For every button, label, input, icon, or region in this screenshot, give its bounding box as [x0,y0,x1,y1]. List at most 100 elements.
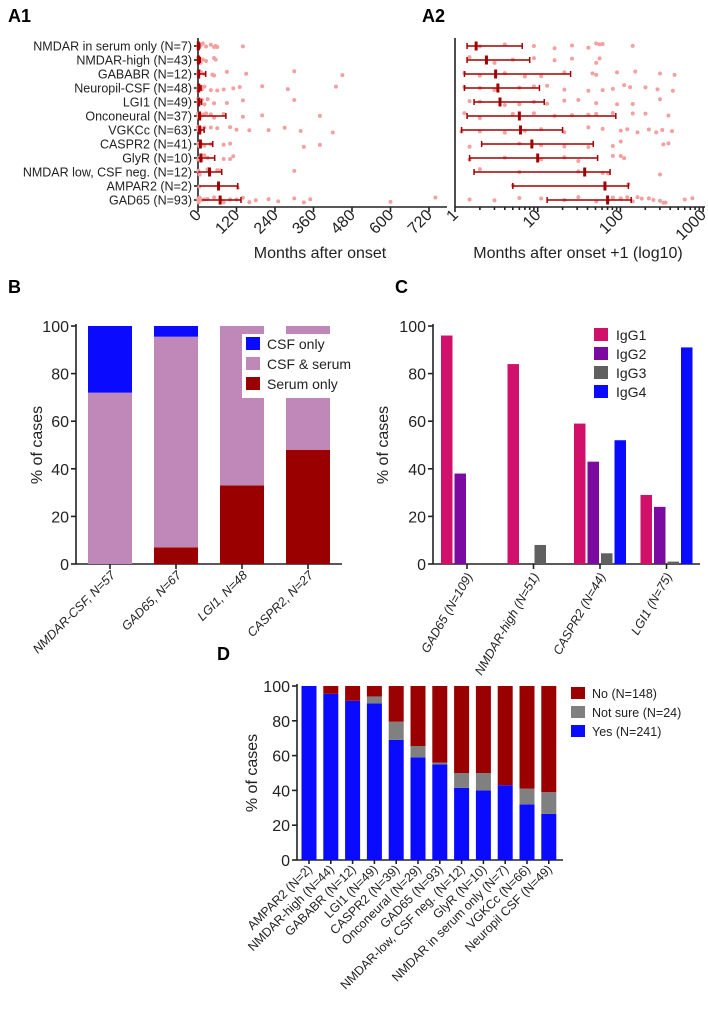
d-bar-segment [475,686,491,773]
a2-data-point [467,144,472,149]
a1-data-point [240,98,245,103]
a1-row-label: LGI1 (N=49) [123,96,192,110]
a1-data-point [237,84,242,89]
a2-data-point [586,144,591,149]
b-y-tick-label: 100 [42,319,69,336]
a1-data-point [260,113,265,118]
a2-data-point [597,56,602,61]
a2-data-point [562,87,567,92]
a2-data-point [657,198,662,203]
a2-data-point [661,142,666,147]
b-category-label: CASPR2, N=27 [245,567,317,639]
a2-data-point [615,102,620,107]
a2-data-point [545,83,550,88]
c-y-axis-label: % of cases [375,406,392,484]
d-bar-segment [410,757,426,860]
a1-data-point [228,157,233,162]
d-bar-segment [432,686,448,763]
a1-row-label: Onconeural (N=37) [85,110,192,124]
d-bar-segment [475,773,491,791]
a1-data-point [292,196,297,201]
b-y-tick-label: 0 [60,557,69,574]
a1-x-tick-label: 240 [251,207,282,238]
a2-data-point [492,198,497,203]
a2-data-point [630,101,635,106]
c-category-label: GAD65 (N=109) [418,571,475,656]
a1-data-point [308,197,313,202]
a2-data-point [594,101,599,106]
d-bar-segment [541,792,557,814]
a2-data-point [646,127,651,132]
a2-data-point [562,144,567,149]
a1-data-point [388,199,393,204]
a1-data-point [196,200,201,205]
a1-data-point [228,125,233,130]
a2-data-point [670,129,675,134]
c-bar [441,335,453,564]
a2-data-point [610,153,615,158]
b-legend-label: Serum only [267,376,338,392]
b-legend-label: CSF & serum [267,356,351,372]
b-y-tick-label: 60 [51,414,69,431]
a1-data-point [231,86,236,91]
a2-data-point [477,115,482,120]
a1-row-label: GAD65 (N=93) [109,194,192,208]
a1-x-tick-label: 360 [289,207,320,238]
c-bar [574,423,586,564]
a2-data-point [657,97,662,102]
a2-data-point [597,42,602,47]
c-bar [640,494,652,564]
a2-data-point [639,196,644,201]
a1-data-point [212,73,217,78]
a1-data-point [215,45,220,50]
b-bar-segment [286,449,330,564]
b-legend-swatch [246,377,260,390]
d-bar-segment [519,804,535,860]
a2-data-point [539,196,544,201]
a1-x-tick-label: 120 [212,207,243,238]
b-legend-box [242,334,356,398]
a1-data-point [212,195,217,200]
a2-data-point [586,88,591,93]
d-y-tick-label: 40 [272,783,290,800]
a2-data-point [510,111,515,116]
c-y-tick-label: 0 [417,557,426,574]
a2-data-point [635,130,640,135]
a2-data-point [610,86,615,91]
d-legend-swatch [571,725,585,737]
a2-data-point [570,56,575,61]
d-bar-segment [410,746,426,758]
a1-data-point [212,101,217,106]
a1-data-point [247,200,252,205]
a1-data-point [199,197,204,202]
b-legend-label: CSF only [267,336,325,352]
a2-data-point [625,195,630,200]
a2-data-point [657,172,662,177]
a1-data-point [253,198,258,203]
a2-x-tick-label: 100 [596,207,627,238]
d-bar-segment [454,773,470,788]
a1-row-label: AMPAR2 (N=2) [106,180,192,194]
a1-x-tick-label: 480 [328,207,359,238]
a2-data-point [666,141,671,146]
a2-data-point [666,113,671,118]
d-bar-segment [345,686,361,701]
d-bar-segment [454,686,470,773]
a1-data-point [330,130,335,135]
a1-row-label: NMDAR-high (N=43) [76,54,192,68]
a1-data-point [231,154,236,159]
a1-data-point [244,71,249,76]
a1-row-label: GlyR (N=10) [122,152,192,166]
b-y-tick-label: 80 [51,367,69,384]
a1-data-point [292,98,297,103]
d-bar-segment [432,764,448,860]
a2-data-point [633,69,638,74]
a1-data-point [317,113,322,118]
a1-data-point [205,97,210,102]
a1-data-point [234,127,239,132]
a2-data-point [594,111,599,116]
a2-data-point [522,74,527,79]
d-bar-segment [519,788,535,805]
panel-label-c: C [395,277,408,297]
b-y-axis-label: % of cases [29,406,46,484]
